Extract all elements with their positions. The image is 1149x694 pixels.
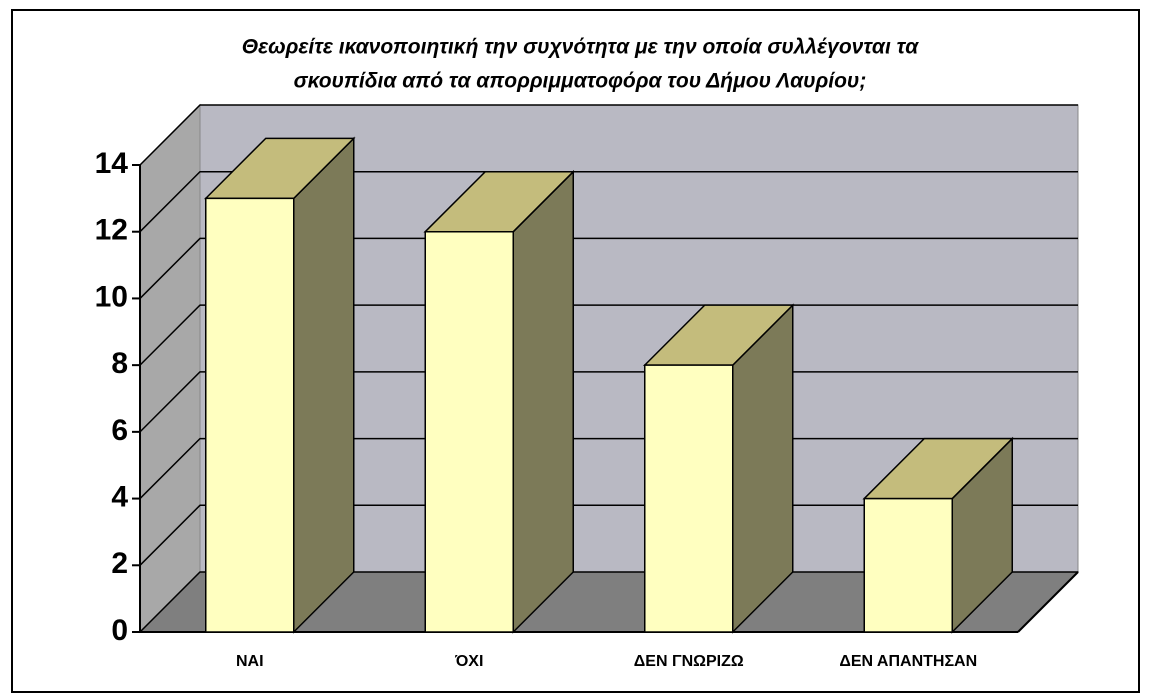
- grid-line: [139, 237, 1078, 299]
- y-tick-label: 8: [111, 347, 128, 380]
- y-tick-label: 10: [95, 280, 128, 313]
- bar: [862, 436, 1015, 634]
- bar: [423, 169, 576, 634]
- x-tick-label: ΝΑΙ: [236, 653, 264, 670]
- bar: [642, 303, 795, 634]
- bar-front: [644, 364, 734, 633]
- y-tick-label: 4: [111, 480, 128, 513]
- y-tick-label: 0: [111, 614, 128, 647]
- x-axis-edge: [1017, 571, 1079, 633]
- bar-front: [424, 230, 514, 633]
- y-tick-label: 12: [95, 214, 128, 247]
- bar-side: [512, 169, 574, 634]
- bar-side: [293, 136, 355, 634]
- grid-line: [139, 104, 1078, 166]
- chart-title: Θεωρείτε ικανοποιητική την συχνότητα με …: [242, 36, 919, 59]
- x-tick-label: ΌΧΙ: [454, 653, 483, 670]
- y-tick-label: 2: [111, 547, 128, 580]
- side-wall: [139, 103, 201, 634]
- y-tick-label: 6: [111, 414, 128, 447]
- x-tick-label: ΔΕΝ ΓΝΩΡΙΖΩ: [634, 653, 744, 670]
- x-tick-label: ΔΕΝ ΑΠΑΝΤΗΣΑΝ: [839, 653, 977, 670]
- bar-front: [863, 497, 953, 633]
- chart-title: σκουπίδια από τα απορριμματοφόρα του Δήμ…: [294, 70, 867, 93]
- y-tick-label: 14: [95, 147, 129, 180]
- bar-front: [205, 197, 295, 633]
- bar: [203, 136, 356, 634]
- grid-line: [139, 170, 1078, 233]
